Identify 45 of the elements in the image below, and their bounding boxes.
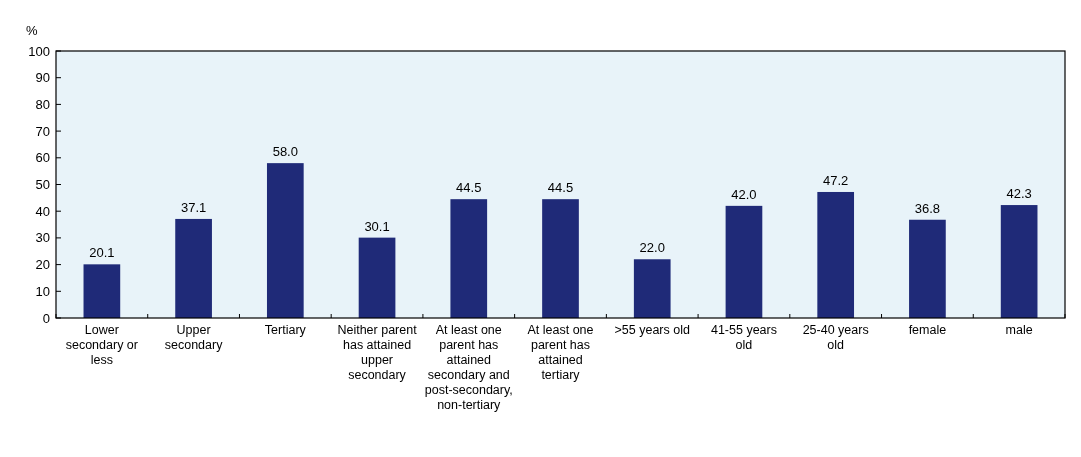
y-tick-label: 60: [35, 150, 50, 166]
data-label: 36.8: [914, 200, 941, 216]
bar: [817, 191, 855, 318]
y-tick-label: 40: [35, 203, 50, 219]
y-tick-label: 50: [35, 177, 50, 193]
y-tick-label: 90: [35, 70, 50, 86]
bar: [633, 259, 671, 318]
x-tick-label: Upper secondary: [164, 323, 224, 352]
y-tick-label: 0: [42, 310, 50, 326]
data-label: 22.0: [639, 240, 665, 256]
x-tick-label: >55 years old: [614, 323, 690, 337]
x-tick-label: Tertiary: [264, 323, 307, 337]
y-tick-label: 20: [35, 257, 50, 273]
x-tick-label: 41-55 years old: [710, 323, 777, 352]
bar: [358, 237, 396, 318]
bar: [83, 264, 121, 318]
data-label: 44.5: [456, 180, 482, 196]
x-tick-label: male: [1005, 323, 1033, 337]
y-tick-label: 70: [35, 123, 50, 139]
y-tick-label: 80: [35, 96, 50, 112]
y-axis-title: %: [26, 23, 38, 38]
data-label: 37.1: [180, 199, 207, 215]
x-tick-label: Lower secondary or less: [65, 323, 138, 367]
bar: [266, 163, 304, 318]
x-tick-label: At least one parent has attained tertiary: [527, 323, 594, 382]
bar: [909, 219, 946, 318]
data-label: 47.2: [823, 172, 849, 188]
bar: [1000, 205, 1038, 318]
data-label: 58.0: [272, 144, 298, 160]
x-tick-label: At least one parent has attained secondary and post-secondary, non-tertiary: [424, 323, 513, 412]
bar: [450, 199, 488, 318]
x-tick-label: 25-40 years old: [802, 323, 869, 352]
data-label: 20.1: [89, 245, 115, 261]
bar: [725, 205, 763, 318]
data-label: 30.1: [364, 218, 390, 234]
data-label: 42.3: [1006, 186, 1032, 202]
data-label: 44.5: [547, 180, 574, 196]
bar: [542, 199, 579, 318]
y-tick-label: 30: [35, 230, 50, 246]
bar: [175, 218, 212, 318]
data-label: 42.0: [731, 186, 757, 202]
x-tick-label: female: [908, 323, 947, 337]
y-tick-label: 100: [28, 43, 50, 59]
y-tick-label: 10: [35, 283, 50, 299]
x-tick-label: Neither parent has attained upper secondary: [337, 323, 418, 382]
